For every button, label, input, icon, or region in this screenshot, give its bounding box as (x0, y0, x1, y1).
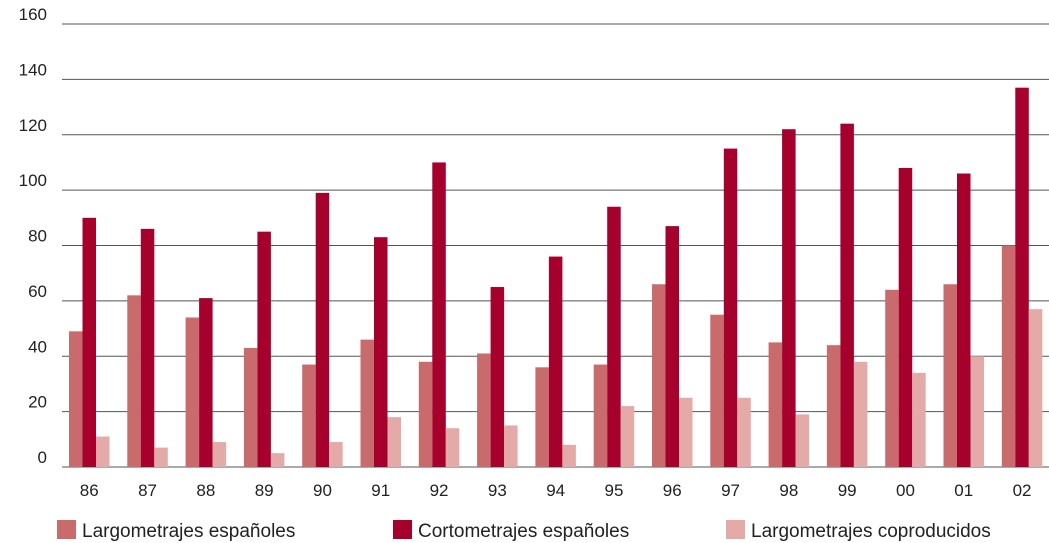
bar-largometrajes-coproducidos (679, 397, 693, 467)
bar-largometrajes-espanoles (885, 289, 899, 467)
y-tick-label: 80 (28, 227, 47, 246)
legend-label: Largometrajes españoles (82, 521, 295, 542)
legend-item-largometrajes-coproducidos: Largometrajes coproducidos (726, 520, 991, 542)
x-tick-label: 90 (313, 481, 332, 500)
bar-largometrajes-coproducidos (620, 406, 635, 467)
y-tick-label: 100 (19, 171, 47, 190)
x-tick-label: 01 (954, 481, 973, 500)
x-tick-label: 93 (488, 481, 507, 500)
y-tick-label: 0 (38, 448, 47, 467)
bar-cortometrajes-espanoles (315, 192, 330, 468)
bar-largometrajes-espanoles (710, 314, 724, 467)
legend-swatch (57, 520, 76, 539)
y-axis-ticks: 0 20 40 60 80 100 120 140 160 (19, 5, 47, 467)
y-tick-label: 160 (19, 5, 47, 24)
x-tick-label: 92 (430, 481, 449, 500)
legend-swatch (726, 520, 745, 539)
bar-largometrajes-espanoles (826, 345, 841, 467)
x-tick-label: 98 (779, 481, 798, 500)
bar-cortometrajes-espanoles (607, 206, 621, 468)
x-axis-ticks: 86 87 88 89 90 91 92 93 94 95 96 97 98 99 00 01 02 (80, 481, 1032, 500)
y-tick-label: 20 (28, 393, 47, 412)
bar-largometrajes-espanoles (535, 367, 549, 467)
bar-cortometrajes-espanoles (374, 237, 388, 467)
y-tick-label: 60 (28, 282, 47, 301)
bar-largometrajes-coproducidos (154, 447, 168, 467)
y-tick-label: 40 (28, 337, 47, 356)
x-tick-label: 86 (80, 481, 99, 500)
x-tick-label: 87 (138, 481, 157, 500)
bar-largometrajes-espanoles (243, 347, 258, 467)
bar-cortometrajes-espanoles (199, 298, 213, 467)
bar-cortometrajes-espanoles (840, 123, 854, 468)
x-tick-label: 94 (546, 481, 565, 500)
bar-cortometrajes-espanoles (665, 226, 679, 467)
x-tick-label: 88 (196, 481, 215, 500)
x-tick-label: 96 (663, 481, 682, 500)
bar-largometrajes-coproducidos (912, 372, 926, 467)
bar-largometrajes-coproducidos (970, 356, 984, 467)
legend-label: Cortometrajes españoles (418, 521, 629, 542)
bar-largometrajes-coproducidos (562, 444, 576, 467)
x-tick-label: 95 (604, 481, 623, 500)
bar-cortometrajes-espanoles (898, 167, 913, 467)
gridlines (62, 23, 1049, 468)
bar-cortometrajes-espanoles (257, 231, 271, 467)
bar-largometrajes-coproducidos (212, 442, 227, 467)
bar-largometrajes-coproducidos (853, 361, 868, 467)
bar-cortometrajes-espanoles (782, 129, 796, 467)
bar-largometrajes-coproducidos (387, 417, 401, 467)
bar-largometrajes-coproducidos (445, 428, 460, 467)
x-tick-label: 99 (838, 481, 857, 500)
x-tick-label: 89 (255, 481, 274, 500)
bar-largometrajes-coproducidos (96, 436, 110, 467)
bar-cortometrajes-espanoles (140, 228, 155, 467)
bar-largometrajes-coproducidos (329, 442, 343, 467)
bar-largometrajes-espanoles (185, 317, 200, 467)
bar-cortometrajes-espanoles (548, 256, 563, 467)
bar-largometrajes-espanoles (302, 364, 316, 467)
bar-largometrajes-espanoles (593, 364, 608, 467)
bar-largometrajes-coproducidos (504, 425, 518, 467)
bar-largometrajes-espanoles (652, 284, 666, 467)
bar-cortometrajes-espanoles (1015, 87, 1029, 468)
legend-item-cortometrajes-espanoles: Cortometrajes españoles (393, 520, 629, 542)
bar-largometrajes-espanoles (69, 331, 83, 467)
bar-cortometrajes-espanoles (432, 162, 446, 467)
legend-swatch (393, 520, 412, 539)
x-tick-label: 00 (896, 481, 915, 500)
bar-largometrajes-espanoles (943, 284, 957, 467)
bars (69, 87, 1043, 468)
bar-largometrajes-coproducidos (1028, 309, 1043, 467)
bar-cortometrajes-espanoles (957, 173, 971, 467)
bar-largometrajes-coproducidos (737, 397, 751, 467)
x-tick-label: 02 (1013, 481, 1032, 500)
bar-largometrajes-espanoles (418, 361, 433, 467)
bar-largometrajes-espanoles (477, 353, 491, 467)
bar-largometrajes-coproducidos (795, 414, 810, 467)
y-tick-label: 140 (19, 60, 47, 79)
x-tick-label: 91 (371, 481, 390, 500)
x-tick-label: 97 (721, 481, 740, 500)
legend-label: Largometrajes coproducidos (751, 521, 991, 542)
bar-cortometrajes-espanoles (490, 287, 505, 467)
bar-largometrajes-espanoles (1001, 245, 1016, 467)
bar-largometrajes-espanoles (768, 342, 783, 467)
legend: Largometrajes españoles Cortometrajes esp… (57, 520, 991, 542)
legend-item-largometrajes-espanoles: Largometrajes españoles (57, 520, 295, 542)
bar-largometrajes-espanoles (360, 339, 374, 467)
y-tick-label: 120 (19, 116, 47, 135)
bar-largometrajes-espanoles (127, 295, 141, 467)
bar-cortometrajes-espanoles (723, 148, 738, 467)
bar-cortometrajes-espanoles (82, 217, 96, 467)
bar-largometrajes-coproducidos (270, 453, 285, 467)
